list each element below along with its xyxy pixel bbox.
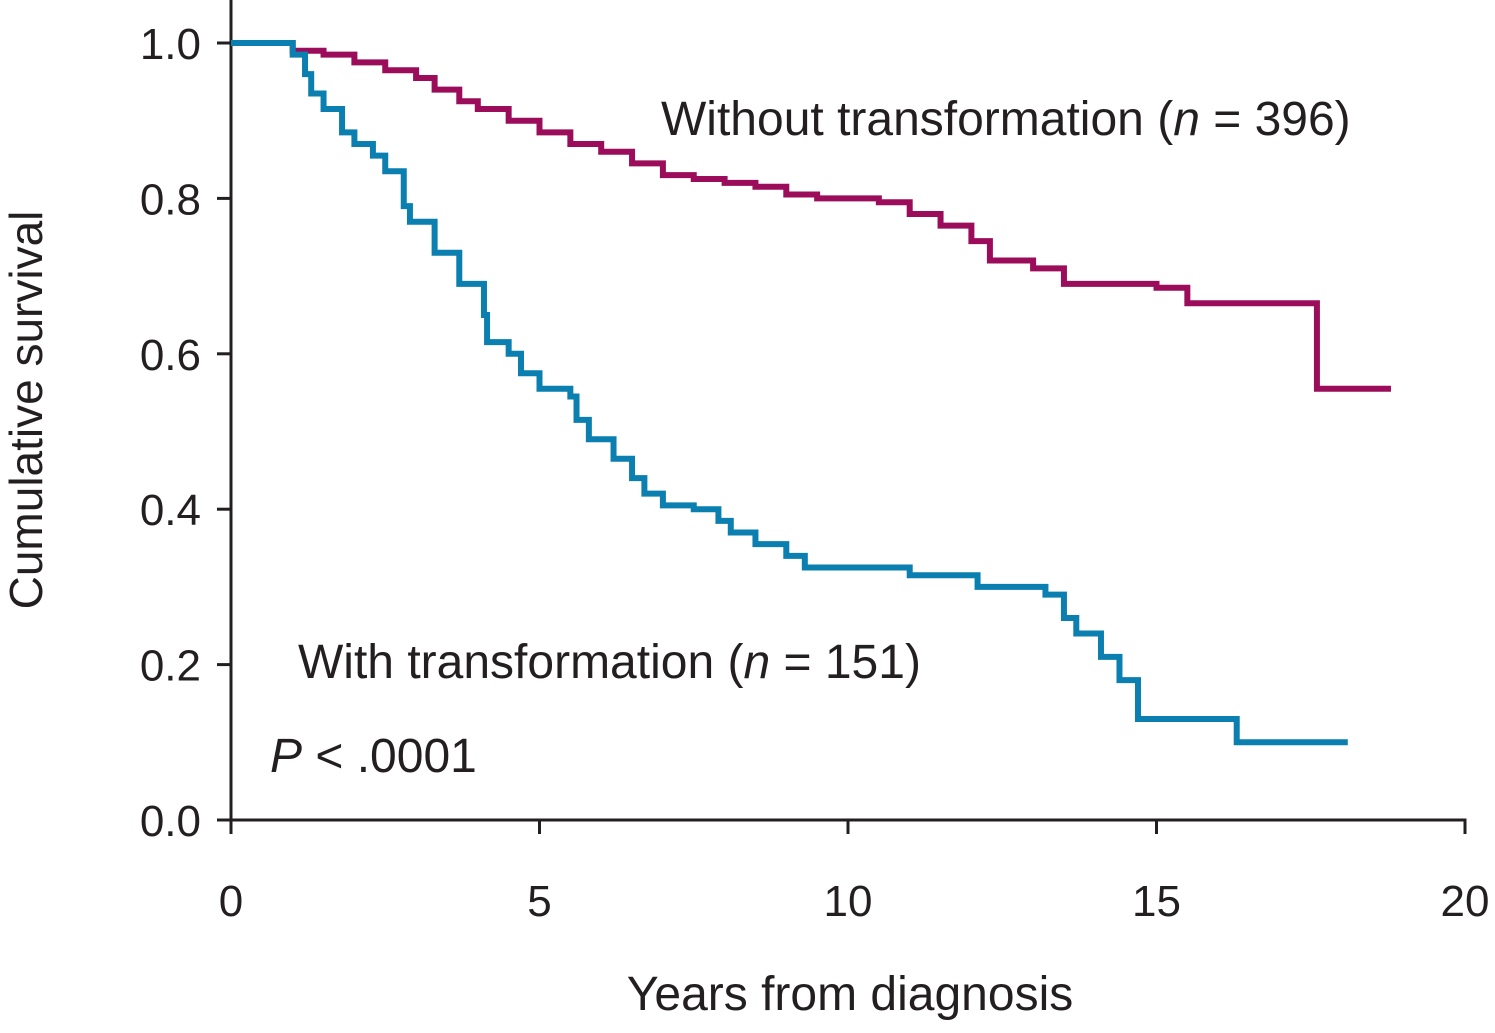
annotation-part: < .0001: [302, 730, 477, 783]
y-tick-label: 0.0: [140, 797, 201, 846]
annotation-part: n: [1173, 93, 1200, 146]
x-axis-title: Years from diagnosis: [627, 968, 1073, 1021]
x-tick-label: 20: [1441, 877, 1490, 926]
y-tick-label: 0.2: [140, 642, 201, 691]
annotation: P < .0001: [270, 730, 477, 783]
y-tick-label: 0.6: [140, 331, 201, 380]
survival-curve: [231, 40, 1391, 392]
y-tick-label: 1.0: [140, 20, 201, 69]
annotation-part: = 396): [1200, 93, 1351, 146]
annotation: Without transformation (n = 396): [661, 93, 1351, 146]
x-tick-label: 0: [219, 877, 243, 926]
annotation-part: n: [743, 636, 770, 689]
annotation-part: = 151): [770, 636, 921, 689]
y-axis-title: Cumulative survival: [0, 211, 52, 610]
annotation: With transformation (n = 151): [298, 636, 921, 689]
survival-curve: [231, 40, 1348, 746]
x-tick-label: 15: [1132, 877, 1181, 926]
x-tick-label: 5: [527, 877, 551, 926]
annotation-part: Without transformation (: [661, 93, 1173, 146]
annotation-part: With transformation (: [298, 636, 743, 689]
x-tick-label: 10: [824, 877, 873, 926]
annotation-part: P: [270, 730, 302, 783]
y-tick-label: 0.8: [140, 175, 201, 224]
y-tick-label: 0.4: [140, 486, 201, 535]
